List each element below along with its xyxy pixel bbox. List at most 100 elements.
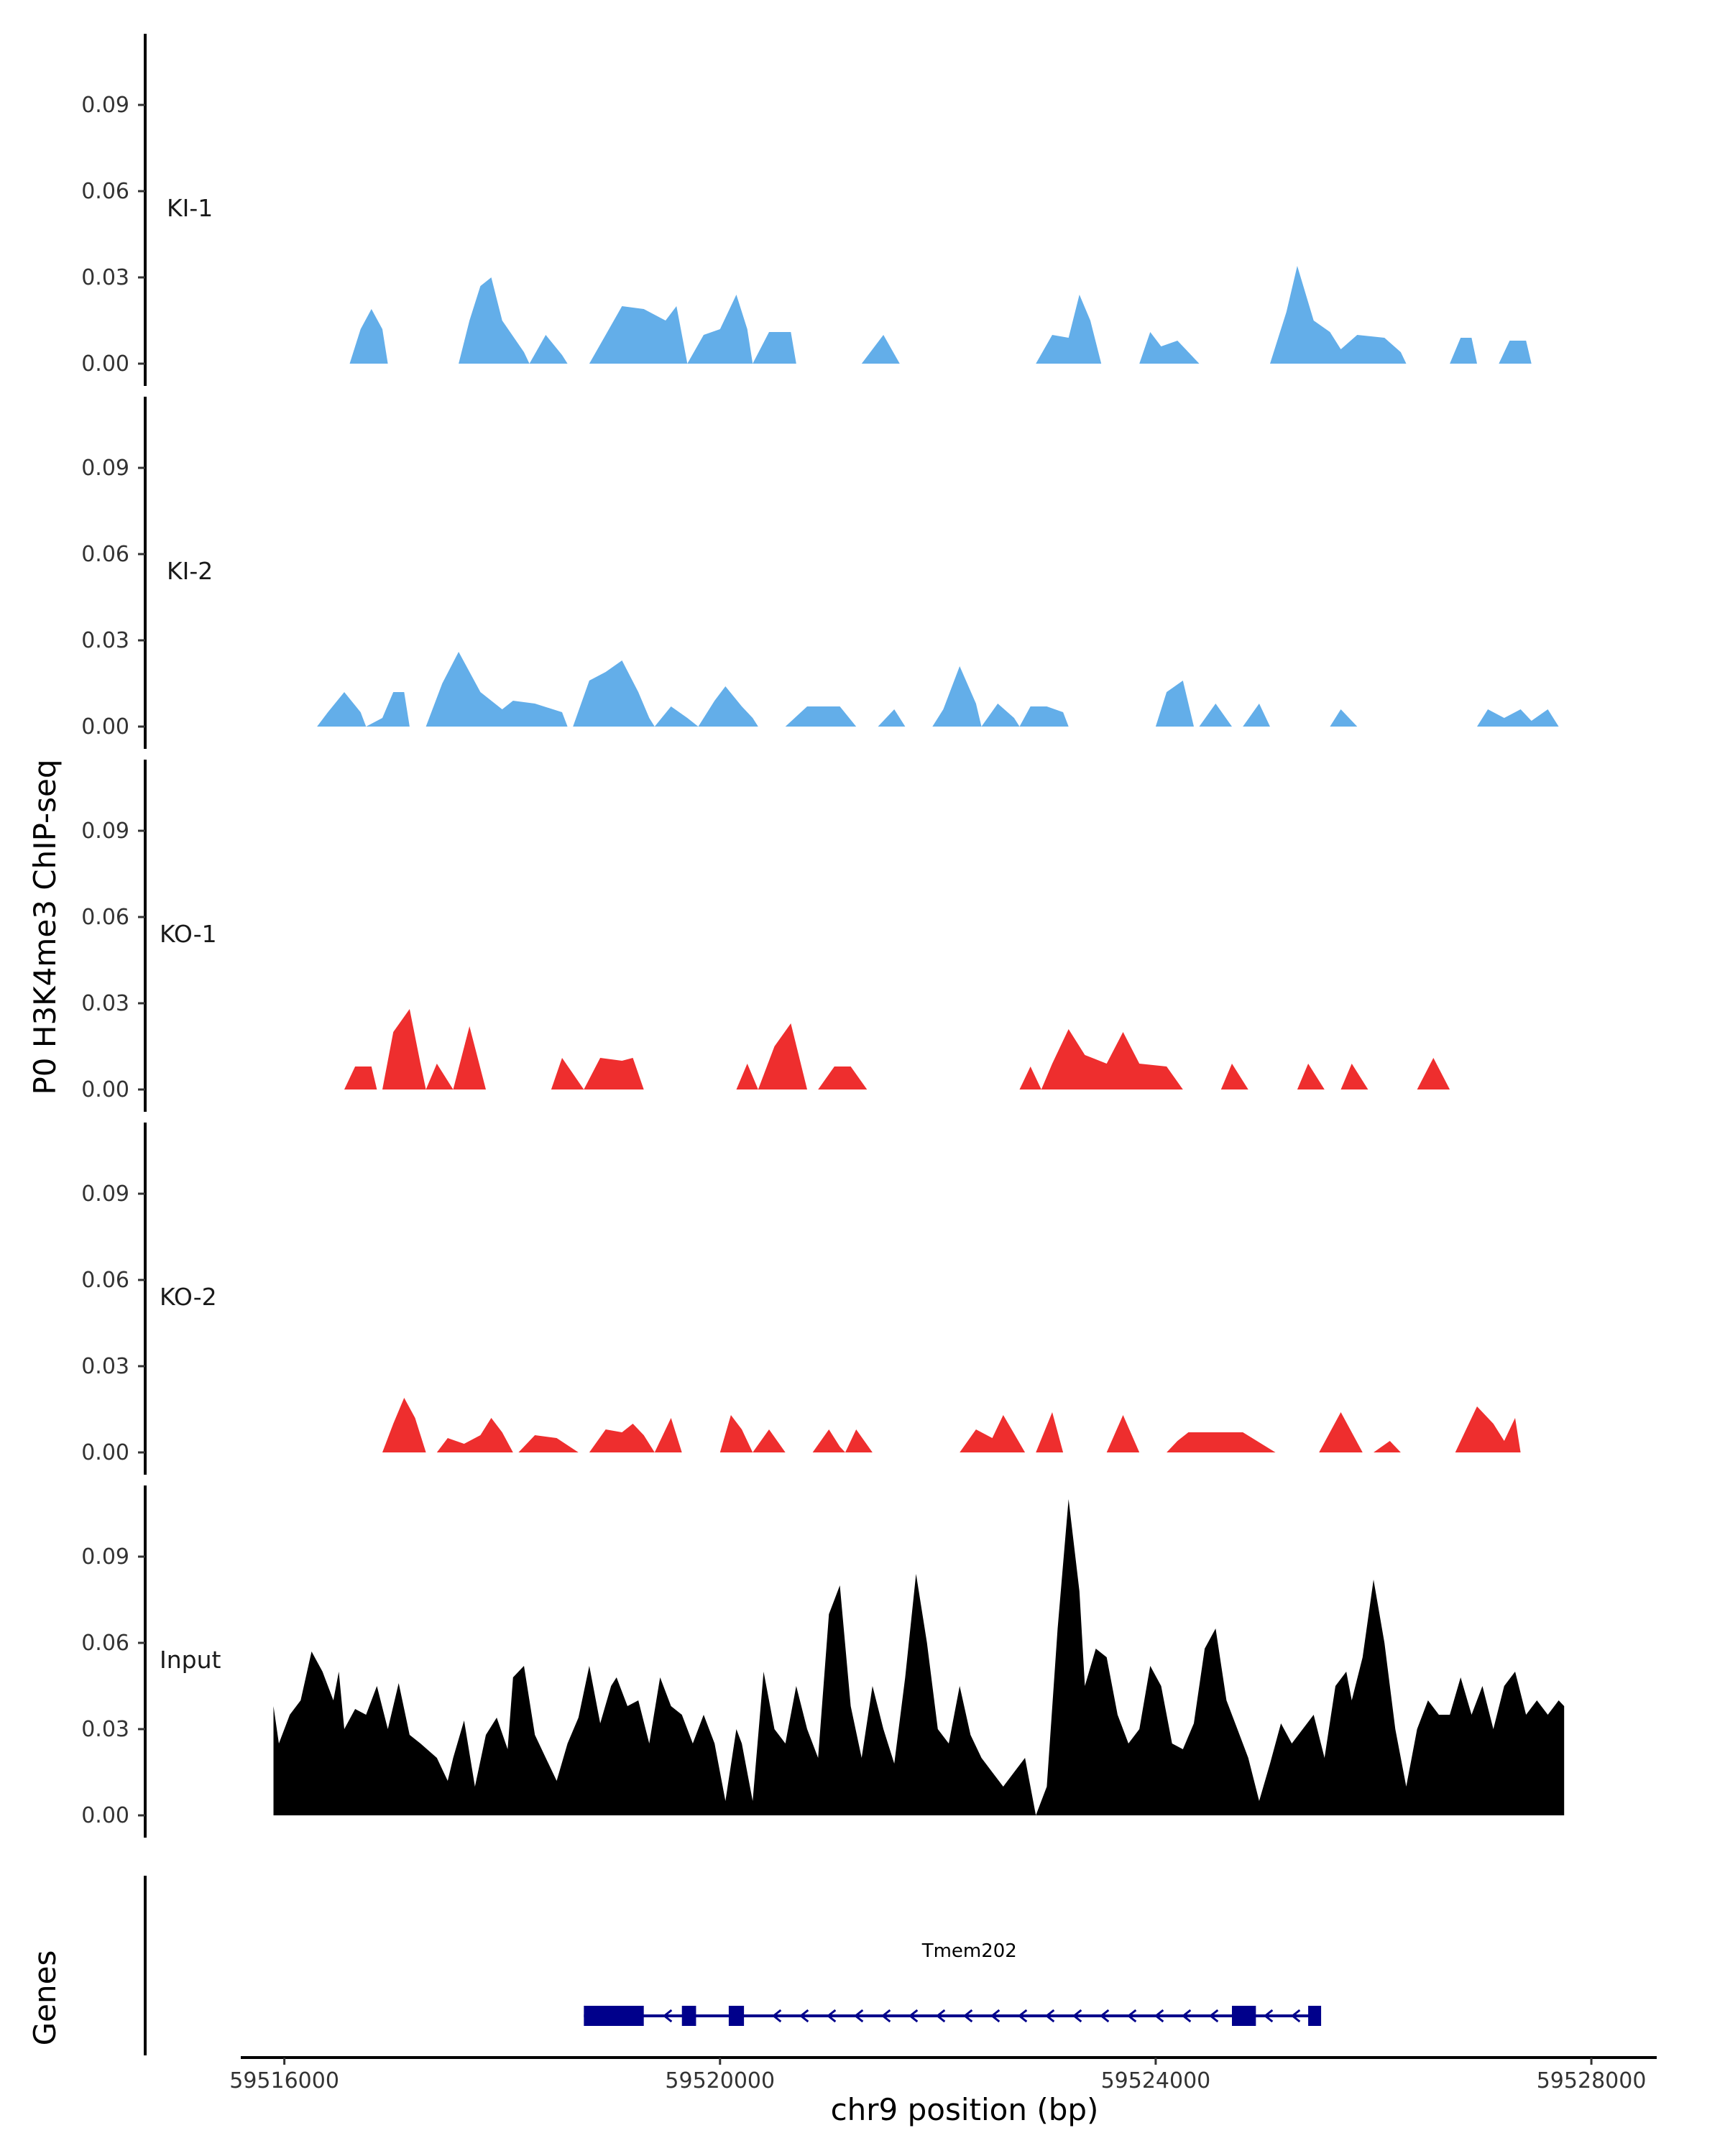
strand-arrow-icon [1181,2009,1192,2023]
x-tick-label: 59516000 [229,2068,339,2093]
gene-exon [1232,2006,1256,2026]
y-tick-label: 0.06 [81,542,129,567]
signal-peak [1270,266,1407,364]
signal-peak [589,1424,655,1452]
signal-peak [382,1398,426,1452]
strand-arrow-icon [771,2009,782,2023]
y-tick-label: 0.00 [81,1077,129,1102]
strand-arrow-icon [908,2009,919,2023]
track-ko-2: 0.00 0.03 0.06 0.09 KO-2 [81,1123,1521,1475]
track-input: 0.00 0.03 0.06 0.09 Input [81,1485,1565,1838]
y-tick-label: 0.03 [81,1717,129,1742]
signal-peak [960,1415,1026,1452]
signal-peak [1340,1064,1368,1089]
y-tick-label: 0.09 [81,456,129,481]
signal-peak [317,692,367,727]
strand-arrow-icon [1126,2009,1137,2023]
signal-peak [1319,1412,1363,1452]
signal-peak [1199,704,1232,727]
signal-peak [459,277,530,364]
signal-peak [344,1067,377,1089]
strand-arrow-icon [1208,2009,1219,2023]
gene-name-label: Tmem202 [921,1940,1017,1962]
strand-arrow-icon [1044,2009,1055,2023]
signal-peak [1455,1406,1521,1452]
signal-peak [736,1064,758,1089]
y-axis-title: P0 H3K4me3 ChIP-seq [27,759,63,1095]
signal-peak [1374,1441,1401,1452]
signal-peak [719,1415,753,1452]
signal-peak [1019,706,1069,727]
strand-arrow-icon [662,2009,673,2023]
track-label: KI-1 [167,194,213,222]
y-tick-label: 0.06 [81,1631,129,1656]
y-tick-label: 0.03 [81,265,129,290]
signal-peak [753,332,796,364]
signal-peak [1499,341,1532,364]
y-tick-label: 0.06 [81,905,129,930]
strand-arrow-icon [1099,2009,1110,2023]
signal-peak [1041,1029,1183,1089]
track-ko-1: 0.00 0.03 0.06 0.09 KO-1 [81,760,1450,1112]
signal-peak [1330,709,1358,727]
strand-arrow-icon [1290,2009,1301,2023]
track-ki-2: 0.00 0.03 0.06 0.09 KI-2 [81,397,1559,749]
signal-peak [878,709,906,727]
signal-peak [1155,681,1194,727]
signal-peak [758,1023,807,1089]
signal-peak [551,1058,584,1089]
track-label: Input [160,1646,221,1674]
signal-peak [785,706,857,727]
signal-peak [1167,1432,1276,1452]
y-tick-label: 0.00 [81,714,129,740]
y-tick-label: 0.09 [81,1544,129,1570]
signal-peak [753,1429,786,1452]
y-tick-label: 0.03 [81,991,129,1016]
strand-arrow-icon [799,2009,809,2023]
signal-peak [1417,1058,1450,1089]
signal-peak [518,1435,579,1452]
signal-peak [529,335,568,364]
y-tick-label: 0.06 [81,179,129,204]
signal-peak [932,666,982,727]
y-tick-label: 0.00 [81,1803,129,1828]
gene-exon [681,2006,696,2026]
signal-peak [845,1429,873,1452]
signal-peak [861,335,900,364]
x-axis: 59516000 59520000 59524000 59528000 [229,2056,1657,2093]
signal-peak [654,1418,682,1452]
x-axis-title: chr9 position (bp) [831,2092,1099,2127]
track-label: KI-2 [167,557,213,585]
signal-peak [1036,1412,1064,1452]
strand-arrow-icon [1017,2009,1028,2023]
signal-peak [453,1026,486,1089]
y-tick-label: 0.03 [81,1354,129,1379]
strand-arrow-icon [1072,2009,1082,2023]
signal-peak [654,706,699,727]
y-tick-label: 0.00 [81,1440,129,1465]
genes-axis-title: Genes [27,1950,63,2046]
signal-peak [818,1067,868,1089]
strand-arrow-icon [1263,2009,1274,2023]
signal-peak [426,652,568,727]
x-tick-label: 59524000 [1101,2068,1211,2093]
signal-peak [1036,295,1102,364]
signal-peak [1019,1067,1041,1089]
signal-peak [1139,332,1200,364]
signal-peak [1243,704,1270,727]
signal-peak [1477,709,1559,727]
track-label: KO-2 [160,1283,217,1311]
strand-arrow-icon [880,2009,891,2023]
signal-peak [584,1058,644,1089]
signal-peak [589,306,688,364]
signal-peak [1106,1415,1140,1452]
signal-peak [366,692,410,727]
signal-peak [812,1429,845,1452]
signal-peak [426,1064,454,1089]
signal-peak [981,704,1020,727]
gene-panel: Tmem202 [144,1876,1322,2055]
gene-exon [1308,2006,1322,2026]
track-ki-1: 0.00 0.03 0.06 0.09 KI-1 [81,34,1532,386]
signal-peak [436,1418,513,1452]
